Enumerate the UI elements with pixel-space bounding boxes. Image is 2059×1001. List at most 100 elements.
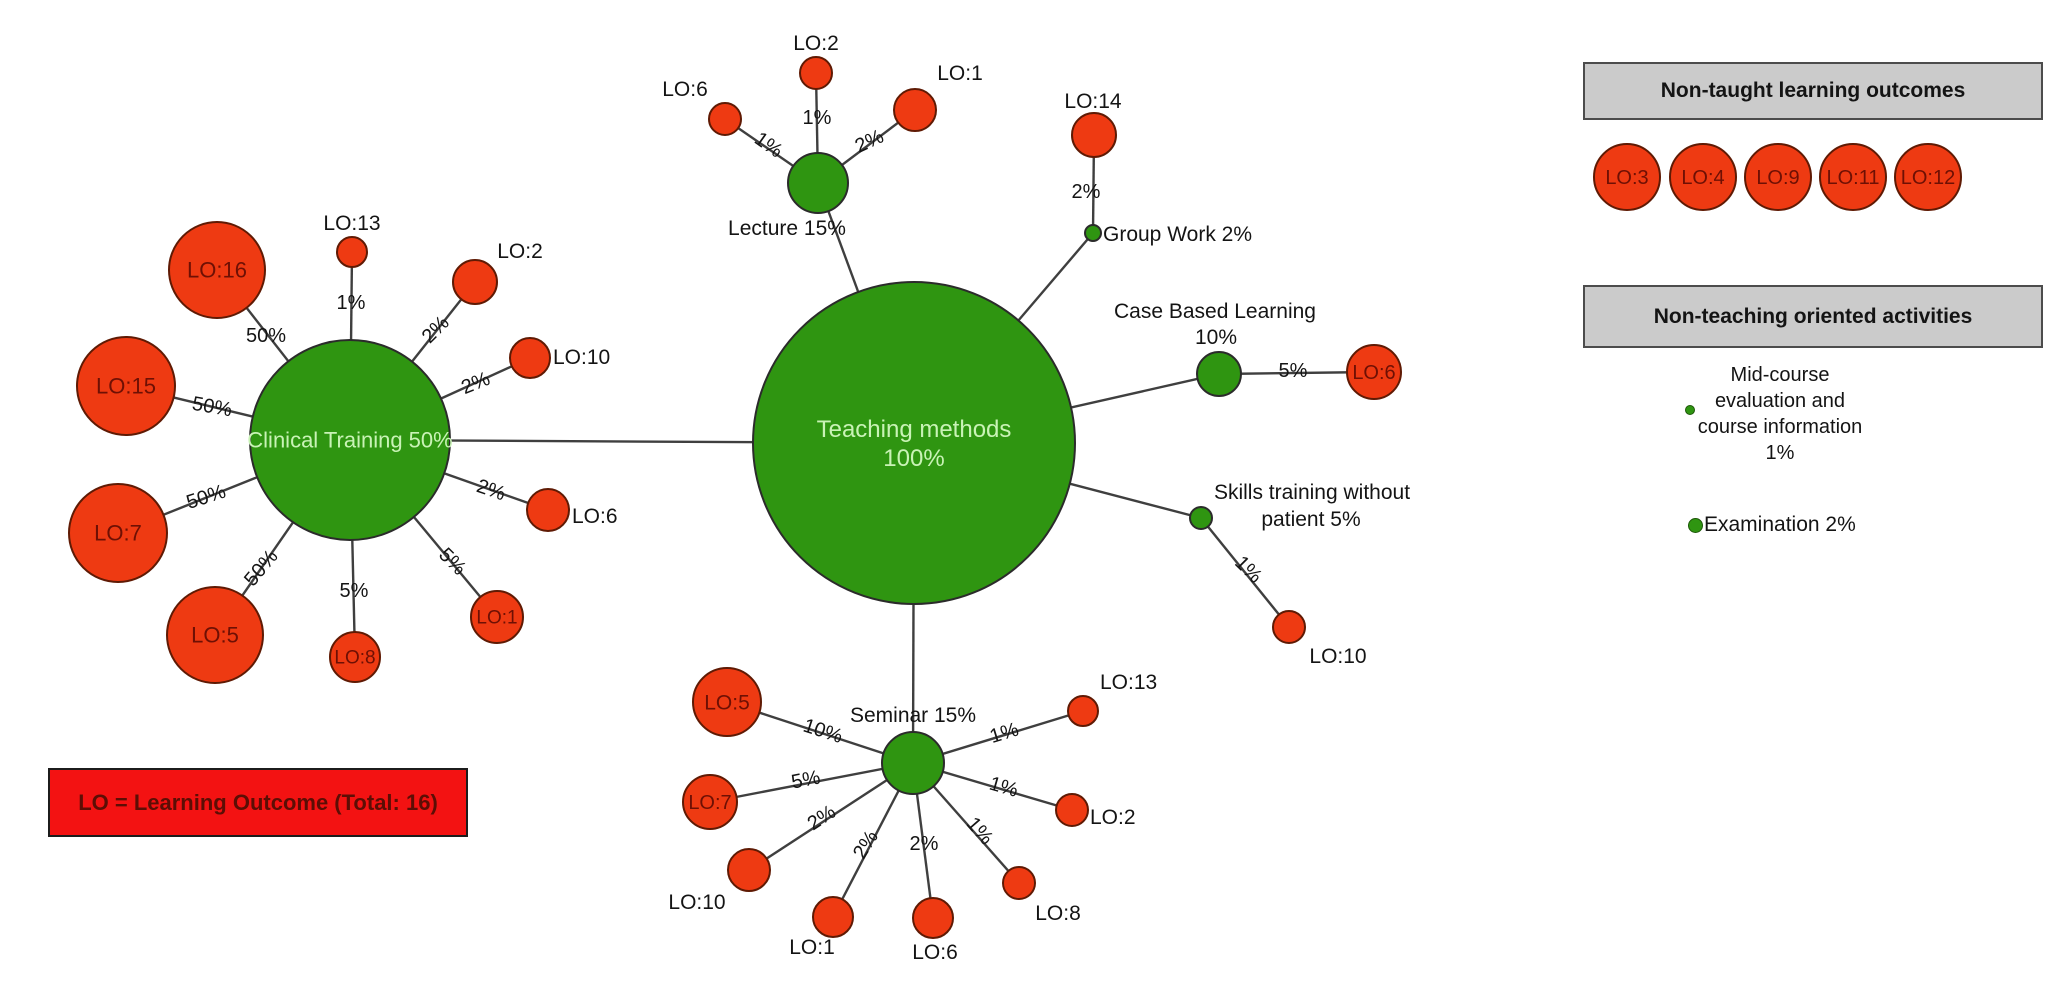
node-skills-training <box>1189 506 1213 530</box>
pct-clinical-lo15: 50% <box>190 393 233 422</box>
lo6-clinical-label: LO:6 <box>572 505 618 528</box>
skills-label-line2: patient 5% <box>1261 508 1360 531</box>
node-label-lo5-clinical: LO:5 <box>191 623 239 648</box>
mid-course-dot <box>1685 405 1695 415</box>
node-lo16-clinical: LO:16 <box>168 221 266 319</box>
node-clinical-training: Clinical Training 50% <box>247 339 453 541</box>
node-lo12-nontaught: LO:12 <box>1894 143 1962 211</box>
non-teaching-activities-header: Non-teaching oriented activities <box>1583 285 2043 348</box>
node-label-lo12-nontaught: LO:12 <box>1901 167 1955 189</box>
node-lo10-clinical <box>509 337 551 379</box>
node-lo9-nontaught: LO:9 <box>1744 143 1812 211</box>
node-lo6-seminar <box>912 897 954 939</box>
pct-skills-lo10: 1% <box>1230 552 1266 588</box>
pct-lecture-lo2: 1% <box>803 107 832 129</box>
node-label-lo16-clinical: LO:16 <box>187 258 247 283</box>
node-lo11-nontaught: LO:11 <box>1819 143 1887 211</box>
node-label-lo7-clinical: LO:7 <box>94 521 142 546</box>
node-label-lo5-seminar: LO:5 <box>704 691 750 714</box>
mid-course-label: Mid-course evaluation and course informa… <box>1655 362 1905 466</box>
pct-clinical-lo5: 50% <box>240 546 283 591</box>
node-label-lo3-nontaught: LO:3 <box>1605 167 1648 189</box>
node-lo13-clinical <box>336 236 368 268</box>
casebased-label-line2: 10% <box>1195 326 1237 349</box>
edge-seminar-lo10 <box>748 761 914 872</box>
node-lo2-lecture <box>799 56 833 90</box>
node-label-lo9-nontaught: LO:9 <box>1756 167 1799 189</box>
lo6-lecture-label: LO:6 <box>662 78 708 101</box>
lo14-label: LO:14 <box>1064 90 1122 113</box>
mid-course-line-1: Mid-course <box>1730 364 1830 386</box>
node-group-work <box>1084 224 1102 242</box>
pct-seminar-lo6: 2% <box>910 833 939 855</box>
node-label-teaching-methods: Teaching methods <box>817 416 1012 443</box>
pct-seminar-lo2: 1% <box>987 773 1021 802</box>
node-lo1-lecture <box>893 88 937 132</box>
mid-course-line-2: evaluation and <box>1714 390 1846 412</box>
node-label-lo15-clinical: LO:15 <box>96 374 156 399</box>
seminar-label: Seminar 15% <box>850 704 976 727</box>
node-lo15-clinical: LO:15 <box>76 336 176 436</box>
node-lo2-clinical <box>452 259 498 305</box>
node-lo3-nontaught: LO:3 <box>1593 143 1661 211</box>
node-lo4-nontaught: LO:4 <box>1669 143 1737 211</box>
non-taught-outcomes-header: Non-taught learning outcomes <box>1583 62 2043 120</box>
skills-label-line1: Skills training without <box>1214 481 1410 504</box>
pct-clinical-lo6: 2% <box>474 475 509 505</box>
lo2-clinical-label: LO:2 <box>497 240 543 263</box>
pct-groupwork-lo14: 2% <box>1072 181 1101 203</box>
edge-skills-lo10 <box>1200 517 1290 628</box>
node-label-lo6-casebased: LO:6 <box>1352 362 1395 384</box>
node-label-lo1-clinical: LO:1 <box>476 608 517 629</box>
pct-seminar-lo7: 5% <box>790 767 823 794</box>
casebased-label-line1: Case Based Learning <box>1114 300 1316 323</box>
lo10-seminar-label: LO:10 <box>668 891 725 914</box>
pct-clinical-lo13: 1% <box>337 292 366 314</box>
node-lo7-seminar: LO:7 <box>682 774 738 830</box>
lo13-seminar-label: LO:13 <box>1100 671 1157 694</box>
node-label-lo11-nontaught: LO:11 <box>1827 167 1880 189</box>
node-lo8-clinical: LO:8 <box>329 631 381 683</box>
lo8-seminar-label: LO:8 <box>1035 902 1081 925</box>
pct-casebased-lo6: 5% <box>1279 360 1308 382</box>
node-lo6-casebased: LO:6 <box>1346 344 1402 400</box>
lo10-skills-label: LO:10 <box>1309 645 1366 668</box>
legend-box: LO = Learning Outcome (Total: 16) <box>48 768 468 837</box>
lo6-seminar-label: LO:6 <box>912 941 958 964</box>
pct-seminar-lo13: 1% <box>987 718 1021 748</box>
node-lo5-clinical: LO:5 <box>166 586 264 684</box>
node-lo1-clinical: LO:1 <box>470 590 524 644</box>
node-lo6-lecture <box>708 102 742 136</box>
node-lecture <box>787 152 849 214</box>
node-lo8-seminar <box>1002 866 1036 900</box>
pct-clinical-lo10: 2% <box>458 368 493 399</box>
edge-seminar-lo7 <box>709 761 914 804</box>
node-lo6-clinical <box>526 488 570 532</box>
lo10-clinical-label: LO:10 <box>553 346 610 369</box>
pct-clinical-lo7: 50% <box>184 481 229 514</box>
mid-course-line-4: 1% <box>1765 442 1795 464</box>
node-label-lo4-nontaught: LO:4 <box>1681 167 1724 189</box>
node-lo7-clinical: LO:7 <box>68 483 168 583</box>
lo1-seminar-label: LO:1 <box>789 936 835 959</box>
node-label-lo7-seminar: LO:7 <box>688 792 731 814</box>
node-label-lo8-clinical: LO:8 <box>334 648 375 669</box>
mid-course-line-3: course information <box>1697 416 1863 438</box>
node-lo1-seminar <box>812 896 854 938</box>
node-seminar <box>881 731 945 795</box>
examination-dot <box>1688 518 1703 533</box>
groupwork-label: Group Work 2% <box>1103 223 1252 246</box>
node-case-based-learning <box>1196 351 1242 397</box>
node-label-teaching-methods: 100% <box>883 445 944 472</box>
lo2-seminar-label: LO:2 <box>1090 806 1136 829</box>
node-lo2-seminar <box>1055 793 1089 827</box>
lo1-lecture-label: LO:1 <box>937 62 983 85</box>
node-lo10-seminar <box>727 848 771 892</box>
lo2-lecture-label: LO:2 <box>793 32 839 55</box>
node-label-clinical-training: Clinical Training 50% <box>247 428 452 453</box>
pct-clinical-lo16: 50% <box>246 325 286 347</box>
lo13-clinical-label: LO:13 <box>323 212 380 235</box>
node-lo13-seminar <box>1067 695 1099 727</box>
